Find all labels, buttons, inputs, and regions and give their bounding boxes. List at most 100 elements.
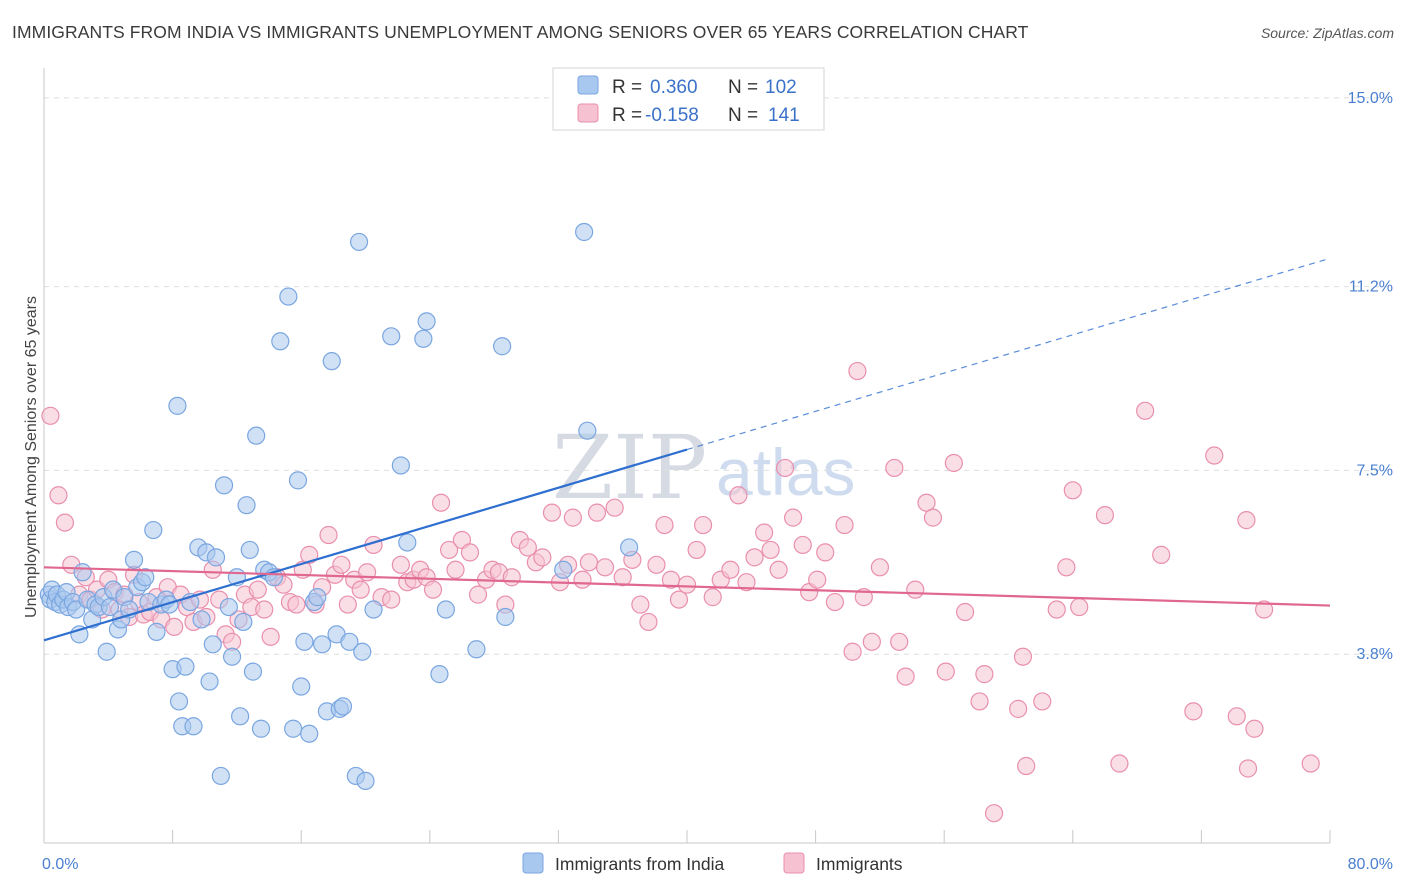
immigrants-point bbox=[783, 508, 803, 527]
legend-r-label-immigrants: R = bbox=[612, 105, 642, 126]
y-axis-label: Unemployment Among Seniors over 65 years bbox=[23, 296, 40, 618]
india-point bbox=[353, 642, 372, 661]
series-india-points bbox=[41, 361, 1320, 823]
immigrants-point bbox=[460, 543, 480, 562]
india-point bbox=[124, 550, 144, 569]
axes bbox=[43, 68, 1331, 844]
series-immigrants-india-points bbox=[39, 222, 639, 791]
immigrants-point bbox=[1205, 446, 1224, 465]
immigrants-point bbox=[542, 503, 562, 522]
legend-r-label-india: R = bbox=[612, 77, 642, 98]
india-trend-extension bbox=[686, 257, 1331, 451]
india-point bbox=[292, 677, 311, 696]
immigrants-point bbox=[1184, 702, 1203, 721]
y-tick-label: 3.8% bbox=[1357, 646, 1393, 663]
immigrants-point bbox=[769, 560, 788, 579]
immigrants-point bbox=[439, 540, 459, 560]
immigrants-point bbox=[165, 617, 184, 637]
immigrants-point bbox=[655, 515, 674, 535]
immigrants-point bbox=[923, 508, 943, 527]
immigrants-point bbox=[338, 595, 357, 614]
immigrants-point bbox=[825, 592, 844, 612]
immigrants-point bbox=[1227, 707, 1246, 726]
immigrants-point bbox=[848, 361, 867, 381]
immigrants-point bbox=[563, 508, 582, 527]
immigrants-point bbox=[984, 804, 1004, 823]
india-point bbox=[554, 560, 573, 579]
immigrants-point bbox=[885, 458, 904, 478]
india-point bbox=[382, 327, 401, 346]
immigrants-point bbox=[1070, 597, 1089, 617]
immigrants-point bbox=[573, 570, 592, 589]
india-point bbox=[312, 635, 332, 654]
india-point bbox=[496, 607, 515, 627]
india-point bbox=[364, 600, 383, 619]
india-point bbox=[575, 222, 594, 242]
immigrants-point bbox=[518, 538, 537, 557]
immigrants-point bbox=[755, 523, 774, 542]
immigrants-point bbox=[55, 513, 74, 532]
immigrants-point bbox=[669, 590, 689, 609]
immigrants-point bbox=[261, 627, 280, 646]
india-point bbox=[200, 672, 219, 691]
immigrants-point bbox=[587, 503, 607, 522]
india-point bbox=[391, 456, 410, 475]
immigrants-point bbox=[391, 555, 410, 574]
legend-swatch-immigrants bbox=[577, 103, 599, 123]
immigrants-point bbox=[533, 548, 552, 567]
india-point bbox=[251, 719, 271, 738]
india-point bbox=[184, 717, 203, 736]
india-point bbox=[430, 665, 449, 684]
chart-title: IMMIGRANTS FROM INDIA VS IMMIGRANTS UNEM… bbox=[12, 22, 1029, 42]
immigrants-point bbox=[862, 632, 881, 651]
immigrants-point bbox=[613, 568, 632, 587]
x-tick-labels: 0.0% 80.0% bbox=[42, 856, 1393, 873]
india-point bbox=[322, 352, 341, 371]
india-point bbox=[333, 697, 353, 716]
india-point bbox=[288, 471, 308, 490]
immigrants-point bbox=[639, 612, 658, 632]
immigrants-point bbox=[1063, 481, 1082, 500]
immigrants-point bbox=[890, 632, 909, 651]
india-point bbox=[97, 642, 116, 661]
india-point bbox=[578, 421, 597, 440]
legend-n-label-immigrants: N = bbox=[728, 105, 758, 126]
india-point bbox=[467, 640, 486, 659]
india-point bbox=[308, 588, 327, 607]
immigrants-point bbox=[1095, 506, 1115, 525]
immigrants-point bbox=[502, 568, 521, 587]
india-point bbox=[349, 232, 369, 252]
india-point bbox=[176, 657, 195, 676]
series-legend-label-immigrants: Immigrants bbox=[816, 854, 903, 874]
series-legend-label-india: Immigrants from India bbox=[555, 854, 724, 874]
india-point bbox=[247, 426, 266, 445]
immigrants-point bbox=[332, 555, 351, 574]
immigrants-point bbox=[248, 580, 267, 599]
x-tick-label-min: 0.0% bbox=[42, 856, 78, 873]
india-point bbox=[493, 337, 512, 356]
immigrants-point bbox=[936, 662, 955, 681]
india-point bbox=[243, 662, 263, 681]
legend-r-value-immigrants: -0.158 bbox=[645, 105, 699, 126]
immigrants-point bbox=[793, 535, 812, 555]
india-point bbox=[398, 533, 417, 552]
immigrants-point bbox=[431, 493, 451, 512]
immigrants-point bbox=[1254, 600, 1274, 619]
india-point bbox=[169, 692, 189, 711]
india-point bbox=[168, 396, 187, 415]
immigrants-point bbox=[468, 585, 488, 604]
trend-lines bbox=[43, 257, 1331, 642]
india-point bbox=[100, 597, 120, 617]
watermark: ZIP atlas bbox=[552, 416, 855, 519]
immigrants-point bbox=[970, 692, 989, 711]
india-point bbox=[414, 329, 433, 348]
india-point bbox=[206, 548, 226, 567]
immigrants-point bbox=[1009, 699, 1028, 718]
immigrants-point bbox=[1057, 558, 1076, 577]
immigrants-point bbox=[1245, 719, 1264, 738]
immigrants-point bbox=[1152, 545, 1171, 564]
series-legend-swatch-immigrants bbox=[783, 852, 805, 874]
india-point bbox=[203, 635, 222, 654]
immigrants-point bbox=[351, 580, 370, 599]
india-point bbox=[356, 771, 375, 791]
